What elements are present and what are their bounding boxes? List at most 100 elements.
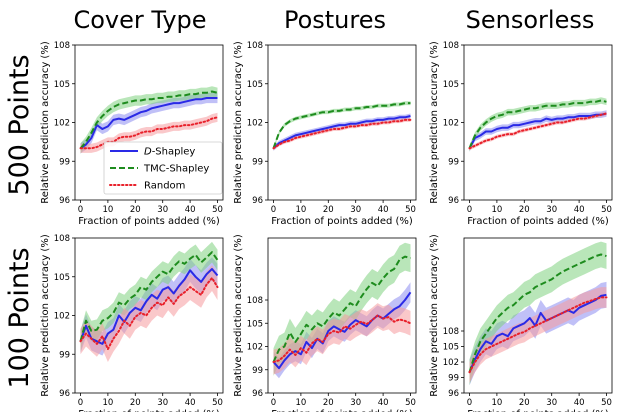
column-title-cover-type: Cover Type: [73, 6, 206, 34]
band-tmc-shapley: [80, 86, 218, 154]
series-line-tmc-shapley: [79, 90, 218, 149]
y-axis-label: Relative prediction accuracy (%): [429, 41, 440, 204]
x-tick-label: 0: [271, 398, 276, 408]
panel-cover-type-500-points: 0 10 20 30 40 50 96 99 102 105 108 Fraction of poin…: [40, 41, 224, 227]
y-tick-label: 96: [252, 389, 263, 399]
y-tick-label: 96: [448, 196, 459, 206]
y-tick-label: 102: [247, 119, 263, 129]
x-tick-label: 30: [350, 205, 361, 215]
y-axis-label: Relative prediction accuracy (%): [233, 234, 244, 397]
y-tick-label: 108: [443, 41, 459, 51]
plot-area: [272, 101, 412, 151]
column-title-sensorless: Sensorless: [466, 6, 595, 34]
y-tick-label: 105: [443, 343, 459, 353]
y-tick-label: 108: [54, 234, 70, 244]
series-line-random: [79, 277, 219, 351]
x-tick-label: 10: [491, 398, 502, 408]
y-tick-label: 99: [59, 157, 70, 167]
x-tick-label: 40: [378, 205, 389, 215]
y-tick-label: 99: [252, 366, 263, 376]
legend-label-d-shapley-suffix: -Shapley: [152, 147, 196, 158]
x-axis-label: Fraction of points added (%): [467, 216, 609, 227]
y-tick-label: 96: [448, 389, 459, 399]
y-axis-label: Relative prediction accuracy (%): [429, 234, 440, 397]
series-line-d-shapley: [79, 97, 218, 150]
plot-area: [468, 97, 608, 152]
plot-area: [272, 242, 412, 379]
x-tick-label: 20: [323, 205, 334, 215]
y-tick-label: 99: [448, 374, 459, 384]
series-line-random: [468, 112, 608, 150]
x-tick-label: 10: [102, 205, 113, 215]
band-random: [469, 111, 607, 151]
x-axis-label: Fraction of points added (%): [78, 409, 220, 412]
x-tick-label: 30: [157, 398, 168, 408]
x-tick-label: 50: [212, 398, 223, 408]
band-tmc-shapley: [273, 242, 411, 376]
x-tick-label: 30: [546, 205, 557, 215]
y-axis-label: Relative prediction accuracy (%): [40, 234, 51, 397]
y-tick-label: 102: [443, 358, 459, 368]
band-tmc-shapley: [80, 241, 218, 352]
x-tick-label: 10: [491, 205, 502, 215]
band-tmc-shapley: [469, 241, 607, 386]
x-tick-label: 50: [405, 398, 416, 408]
y-tick-label: 108: [443, 327, 459, 337]
y-axis-label: Relative prediction accuracy (%): [233, 41, 244, 204]
panel-sensorless-100-points: 0 10 20 30 40 50 96 99 102 105 108 Fraction of poin…: [429, 234, 613, 412]
legend-label-random: Random: [144, 181, 185, 192]
panel-cover-type-100-points: 0 10 20 30 40 50 96 99 102 105 108 Fraction of poin…: [40, 234, 224, 412]
x-tick-label: 20: [130, 205, 141, 215]
series-line-d-shapley: [79, 268, 219, 345]
x-tick-label: 20: [130, 398, 141, 408]
x-axis-label: Fraction of points added (%): [271, 216, 413, 227]
x-tick-label: 50: [601, 398, 612, 408]
plot-area: [468, 241, 608, 386]
x-tick-label: 40: [185, 205, 196, 215]
y-tick-label: 105: [247, 319, 263, 329]
y-tick-label: 102: [54, 312, 70, 322]
y-axis-label: Relative prediction accuracy (%): [40, 41, 51, 204]
x-tick-label: 10: [102, 398, 113, 408]
x-axis-label: Fraction of points added (%): [467, 409, 609, 412]
legend-label-d-shapley: D-Shapley: [144, 147, 195, 158]
x-tick-label: 50: [212, 205, 223, 215]
panel-postures-100-points: 0 10 20 30 40 50 96 99 102 105 108 Fraction of poin…: [233, 234, 417, 412]
panel-sensorless-500-points: 0 10 20 30 40 50 96 99 102 105 108 Fraction of poin…: [429, 41, 613, 227]
x-axis-label: Fraction of points added (%): [271, 409, 413, 412]
row-title-500-points: 500 Points: [4, 54, 35, 195]
series-line-random: [272, 118, 412, 150]
y-tick-label: 96: [252, 196, 263, 206]
x-tick-label: 0: [467, 398, 472, 408]
band-random: [469, 287, 607, 383]
legend-box: [103, 141, 223, 195]
x-tick-label: 30: [546, 398, 557, 408]
x-tick-label: 20: [519, 205, 530, 215]
series-line-d-shapley: [272, 115, 411, 150]
legend: D-Shapley TMC-Shapley Random: [103, 141, 223, 195]
x-tick-label: 20: [519, 398, 530, 408]
y-tick-label: 99: [448, 157, 459, 167]
x-tick-label: 40: [574, 205, 585, 215]
y-tick-label: 99: [252, 157, 263, 167]
y-tick-label: 96: [59, 389, 70, 399]
y-tick-label: 105: [54, 80, 70, 90]
series-line-tmc-shapley: [468, 253, 607, 373]
x-tick-label: 0: [467, 205, 472, 215]
series-line-d-shapley: [468, 112, 607, 149]
band-random: [273, 303, 411, 375]
legend-label-tmc-shapley: TMC-Shapley: [143, 164, 209, 175]
series-line-tmc-shapley: [79, 251, 219, 342]
y-tick-label: 105: [54, 273, 70, 283]
panel-postures-500-points: 0 10 20 30 40 50 96 99 102 105 108 Fraction of poin…: [233, 41, 417, 227]
y-tick-label: 108: [247, 41, 263, 51]
y-tick-label: 105: [443, 80, 459, 90]
y-tick-label: 102: [443, 119, 459, 129]
axes-frame: [267, 237, 417, 394]
column-title-postures: Postures: [284, 6, 386, 34]
series-line-random: [272, 314, 412, 363]
y-tick-label: 102: [54, 119, 70, 129]
y-tick-label: 102: [247, 343, 263, 353]
series-line-tmc-shapley: [468, 99, 607, 149]
